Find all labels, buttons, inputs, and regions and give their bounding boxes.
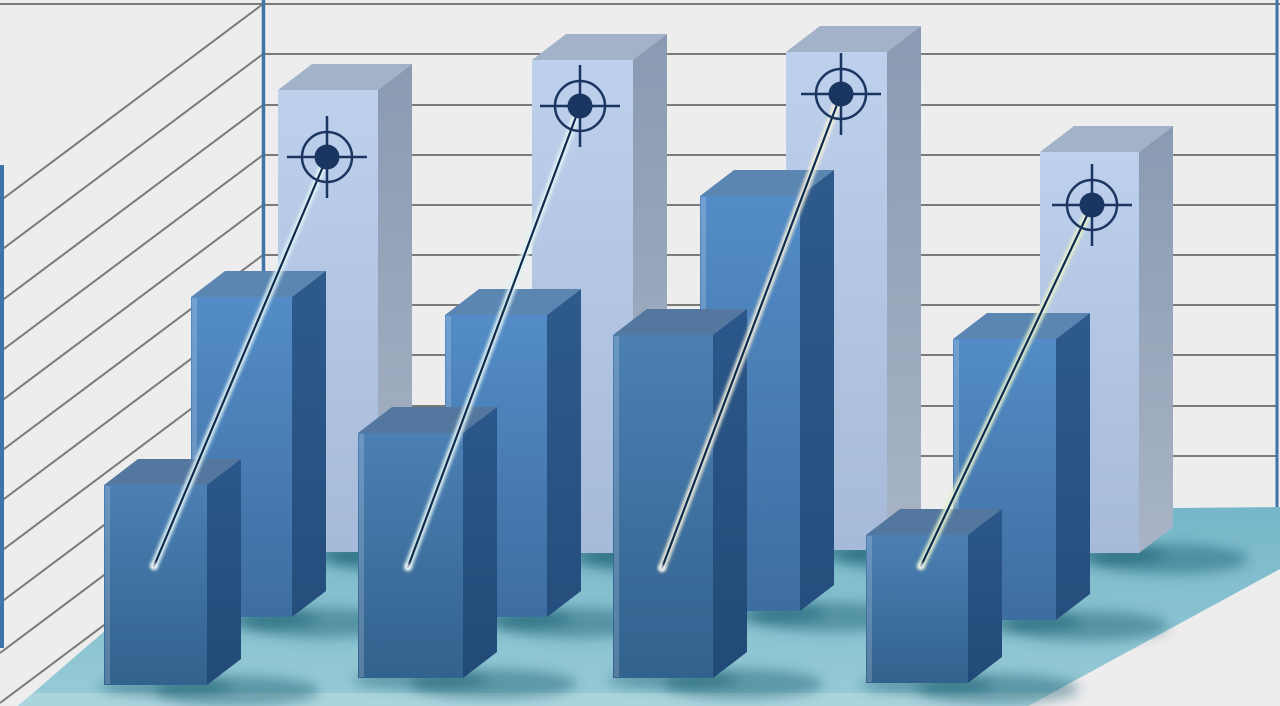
- bar-side-face: [1139, 126, 1173, 553]
- laser-core: [660, 92, 843, 570]
- laser-core: [919, 203, 1094, 568]
- laser-core: [152, 155, 329, 568]
- bar-top-face: [953, 313, 1090, 339]
- crosshair-center-dot: [567, 93, 593, 119]
- wall-diagonal-line: [0, 104, 264, 303]
- bar-top-face: [1040, 126, 1173, 152]
- target-crosshair-icon-3: [801, 53, 881, 135]
- bar-edge-highlight: [867, 536, 872, 682]
- bar-group-2-front: [358, 407, 497, 678]
- bar-top-face: [104, 459, 241, 485]
- bar-group-4-front: [866, 509, 1002, 683]
- crosshair-center-dot: [314, 144, 340, 170]
- target-crosshair-icon-2: [540, 65, 620, 147]
- bar-side-face: [463, 407, 497, 678]
- bar-group-1-front: [104, 459, 241, 685]
- laser-core: [406, 104, 582, 569]
- crosshair-center-dot: [1079, 192, 1105, 218]
- crosshair-ring: [1065, 178, 1119, 232]
- bar-top-face: [700, 170, 834, 196]
- laser-origin-glow: [404, 563, 412, 571]
- laser-origin-glow: [917, 562, 925, 570]
- laser-line-1: [150, 153, 331, 570]
- bar-front-face: [866, 535, 968, 683]
- bar-side-face: [1056, 313, 1090, 620]
- bar-group-3-front: [613, 309, 747, 678]
- bar-top-face: [786, 26, 921, 52]
- laser-line-2: [404, 102, 584, 571]
- bar-top-face: [445, 289, 581, 315]
- bar-top-face: [191, 271, 326, 297]
- bar-side-face: [800, 170, 834, 611]
- bar-front-face: [613, 335, 713, 678]
- wall-diagonal-line: [0, 154, 264, 353]
- bar-edge-highlight: [954, 340, 959, 619]
- bar-front-face: [104, 485, 207, 685]
- crosshair-ring: [300, 130, 354, 184]
- bar-edge-highlight: [105, 486, 110, 684]
- wall-diagonal-line: [0, 3, 264, 202]
- bar-side-face: [887, 26, 921, 550]
- crosshair-ring: [814, 67, 868, 121]
- wall-diagonal-line: [0, 53, 264, 252]
- bar-side-face: [968, 509, 1002, 683]
- bar-side-face: [207, 459, 241, 685]
- bar-side-face: [292, 271, 326, 617]
- target-crosshair-icon-4: [1052, 164, 1132, 246]
- laser-line-4: [917, 201, 1096, 570]
- bar-top-face: [532, 34, 667, 60]
- crosshair-center-dot: [828, 81, 854, 107]
- crosshair-ring: [553, 79, 607, 133]
- wall-diagonal-line: [0, 204, 264, 403]
- target-crosshair-icon-1: [287, 116, 367, 198]
- bar-top-face: [278, 64, 412, 90]
- bar-side-face: [547, 289, 581, 617]
- laser-origin-glow: [658, 564, 666, 572]
- laser-origin-glow: [150, 562, 158, 570]
- bars: [104, 26, 1173, 685]
- bar-top-face: [613, 309, 747, 335]
- bar-edge-highlight: [359, 434, 364, 677]
- laser-line-3: [658, 90, 845, 572]
- bar-edge-highlight: [614, 336, 619, 677]
- bar-edge-highlight: [192, 298, 197, 616]
- bar-top-face: [866, 509, 1002, 535]
